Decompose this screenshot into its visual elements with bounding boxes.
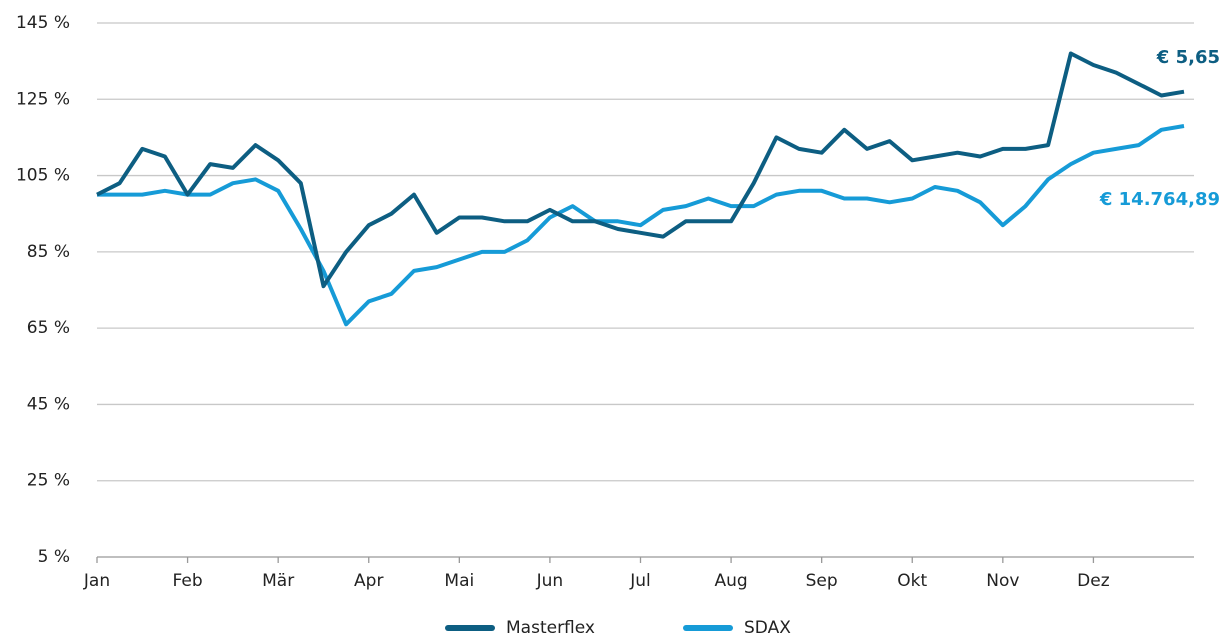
annotation: € 14.764,89 (1099, 189, 1220, 210)
x-tick-label: Jan (83, 571, 110, 591)
y-tick-label: 125 % (16, 89, 70, 109)
annotation: € 5,65 (1156, 47, 1220, 68)
x-tick-label: Sep (806, 571, 838, 591)
y-tick-label: 85 % (27, 242, 70, 262)
x-tick-label: Apr (354, 571, 383, 591)
series-line (96, 51, 1185, 289)
x-tick-label: Jun (536, 571, 564, 591)
x-tick-label: Okt (897, 571, 927, 591)
x-tick-label: Jul (629, 571, 651, 591)
y-tick-label: 45 % (27, 394, 70, 414)
x-tick-label: Mai (444, 571, 474, 591)
series-line (97, 124, 1185, 327)
x-tick-label: Mär (262, 571, 294, 591)
legend-label: SDAX (744, 618, 791, 638)
x-tick-label: Dez (1077, 571, 1110, 591)
x-tick-label: Feb (173, 571, 203, 591)
y-tick-label: 5 % (38, 547, 70, 567)
y-tick-label: 65 % (27, 318, 70, 338)
legend-label: Masterflex (506, 618, 595, 638)
y-tick-label: 105 % (16, 166, 70, 186)
y-tick-label: 25 % (27, 471, 70, 491)
y-tick-label: 145 % (16, 13, 70, 33)
x-tick-label: Aug (714, 571, 747, 591)
x-tick-label: Nov (986, 571, 1019, 591)
